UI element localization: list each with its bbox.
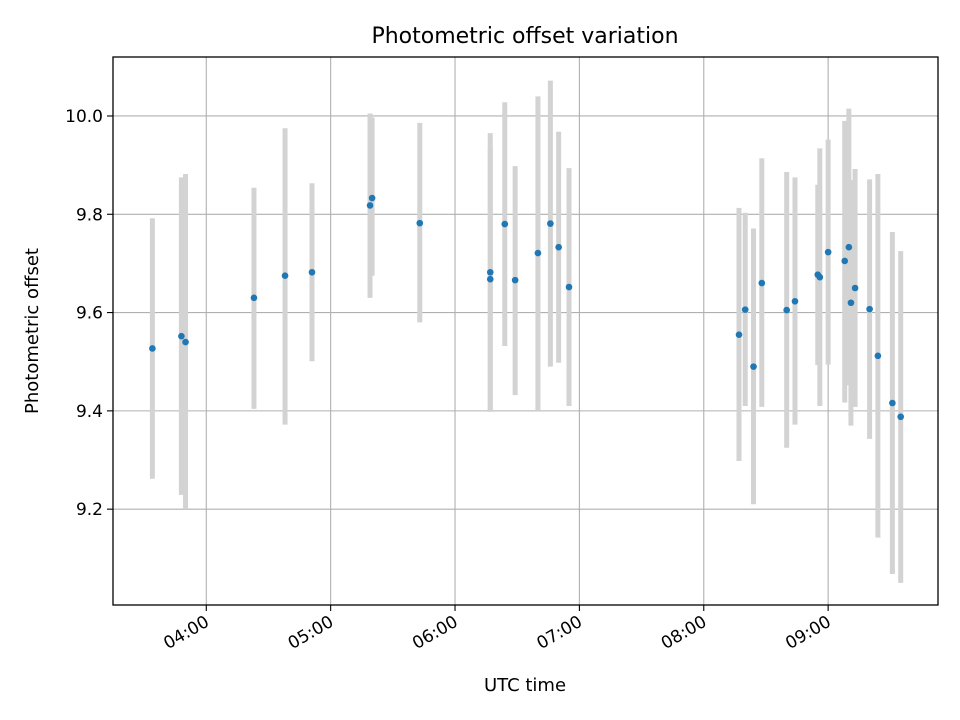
x-axis-label: UTC time <box>484 675 566 696</box>
data-point <box>366 202 374 209</box>
data-point <box>791 297 799 305</box>
data-point <box>511 276 519 284</box>
data-point <box>741 306 749 313</box>
data-point <box>368 194 376 202</box>
data-point <box>889 399 896 407</box>
grid <box>113 57 938 605</box>
y-tick-label: 10.0 <box>65 107 103 127</box>
data-point <box>565 283 573 291</box>
y-axis-ticks: 9.2 9.4 9.6 9.8 10.0 <box>65 107 113 520</box>
data-point <box>250 294 258 302</box>
data-point <box>547 220 554 227</box>
data-points <box>149 194 904 421</box>
data-point <box>149 345 156 352</box>
data-point <box>534 249 542 257</box>
y-tick-label: 9.4 <box>76 402 103 422</box>
data-point <box>847 299 855 307</box>
data-point <box>308 268 316 276</box>
data-point <box>281 272 289 280</box>
data-point <box>182 338 189 346</box>
y-tick-label: 9.2 <box>76 500 103 520</box>
data-point <box>816 273 824 281</box>
data-point <box>845 243 853 251</box>
data-point <box>897 413 904 421</box>
data-point <box>735 331 743 338</box>
data-point <box>750 363 757 370</box>
y-tick-label: 9.6 <box>76 304 103 324</box>
data-point <box>555 243 562 251</box>
data-point <box>486 268 494 276</box>
y-axis-label: Photometric offset <box>22 248 43 414</box>
data-point <box>851 284 859 292</box>
data-point <box>486 275 494 283</box>
data-point <box>416 219 424 227</box>
data-point <box>501 220 509 228</box>
data-point <box>824 248 832 256</box>
chart-title: Photometric offset variation <box>371 24 678 49</box>
data-point <box>866 305 873 313</box>
data-point <box>874 352 882 360</box>
data-point <box>178 332 185 340</box>
data-point <box>783 306 790 314</box>
data-point <box>758 279 766 287</box>
data-point <box>841 257 849 265</box>
plot-frame <box>112 56 939 606</box>
y-tick-label: 9.8 <box>76 205 103 225</box>
